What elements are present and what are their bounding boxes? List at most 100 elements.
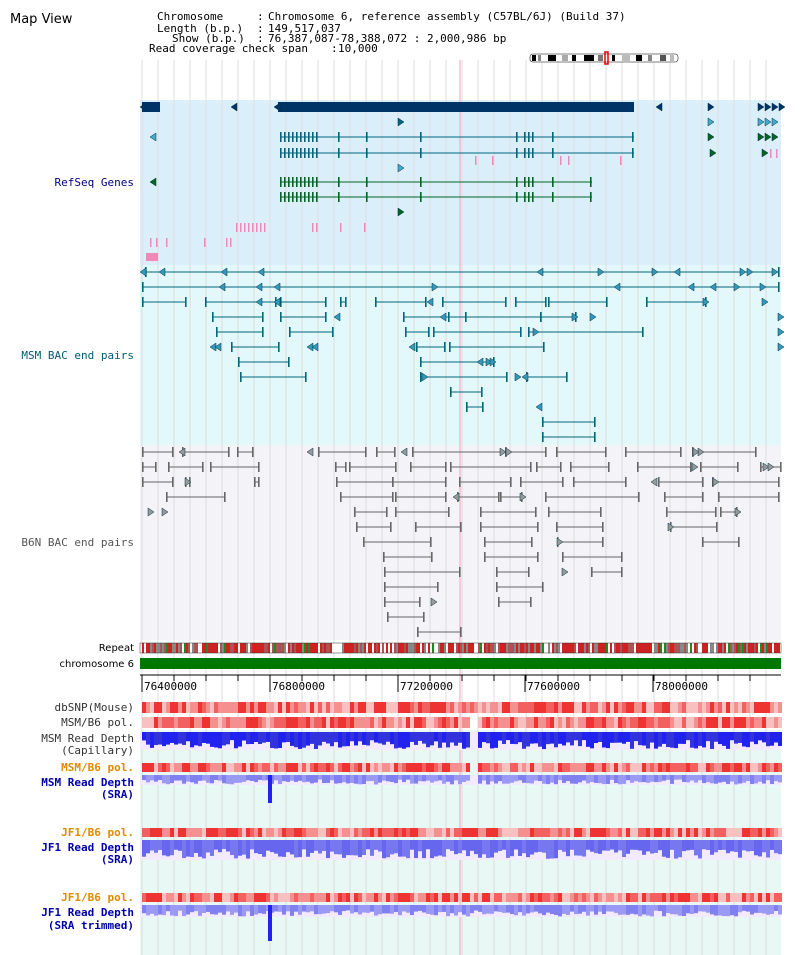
depth-bar — [694, 732, 698, 749]
heat-cell — [194, 717, 198, 728]
depth-bar — [758, 840, 762, 857]
depth-bar — [682, 905, 686, 917]
repeat-mark — [770, 643, 772, 653]
depth-bar — [682, 775, 686, 782]
heat-cell — [674, 763, 678, 772]
heat-cell — [754, 828, 758, 837]
gene-exon — [516, 132, 518, 142]
gene-exon — [142, 447, 144, 457]
heat-cell — [778, 893, 782, 902]
gene-exon — [573, 477, 575, 487]
depth-bar — [358, 840, 362, 858]
depth-bar — [414, 905, 418, 912]
depth-bar — [358, 905, 362, 915]
heat-cell — [178, 763, 182, 772]
repeat-mark — [646, 643, 648, 653]
depth-bar — [538, 775, 542, 782]
depth-bar — [622, 775, 626, 784]
repeat-mark — [326, 643, 328, 653]
feature-arrow — [709, 282, 717, 292]
heat-cell — [182, 763, 186, 772]
depth-bar — [182, 905, 186, 917]
depth-bar — [226, 775, 230, 784]
depth-bar — [542, 732, 546, 750]
repeat-mark — [614, 643, 616, 653]
gene-exon — [700, 462, 702, 472]
gene-exon — [383, 552, 385, 562]
heat-cell — [434, 828, 438, 837]
heat-cell — [622, 717, 626, 728]
heat-cell — [610, 702, 614, 713]
gene-exon — [332, 327, 334, 337]
heat-cell — [382, 702, 386, 713]
heat-cell — [622, 828, 626, 837]
heat-cell — [618, 717, 622, 728]
heat-cell — [214, 702, 218, 713]
heat-cell — [666, 763, 670, 772]
gene-exon — [536, 462, 538, 472]
heat-cell — [254, 702, 258, 713]
heat-cell — [354, 763, 358, 772]
gene-exon — [185, 297, 187, 307]
depth-bar — [682, 840, 686, 852]
repeat-mark — [174, 643, 176, 653]
repeat-mark — [636, 643, 638, 653]
depth-bar — [430, 905, 434, 915]
heat-cell — [746, 702, 750, 713]
depth-bar — [526, 905, 530, 914]
depth-bar — [430, 775, 434, 783]
heat-cell — [290, 702, 294, 713]
track-label-b6n-bac-end-pairs[interactable]: B6N BAC end pairs — [21, 536, 134, 549]
heat-cell — [546, 828, 550, 837]
heat-cell — [774, 717, 778, 728]
depth-bar — [250, 732, 254, 745]
gene-exon — [625, 477, 627, 487]
heat-cell — [322, 702, 326, 713]
depth-bar — [766, 775, 770, 781]
depth-bar — [734, 905, 738, 917]
depth-bar — [658, 840, 662, 851]
heat-cell — [170, 702, 174, 713]
gene-exon — [363, 537, 365, 547]
depth-bar — [510, 905, 514, 915]
depth-bar — [542, 775, 546, 784]
depth-bar — [314, 732, 318, 749]
depth-bar — [194, 905, 198, 912]
heat-cell — [370, 717, 374, 728]
depth-bar — [426, 775, 430, 781]
repeat-mark — [264, 643, 266, 653]
chromosome-ideogram[interactable] — [529, 51, 679, 65]
gene-exon — [545, 297, 547, 307]
gene-exon — [366, 177, 368, 187]
heat-cell — [162, 717, 166, 728]
depth-bar — [566, 840, 570, 857]
heat-cell — [338, 763, 342, 772]
heat-cell — [166, 828, 170, 837]
depth-bar — [366, 840, 370, 850]
depth-bar — [530, 905, 534, 913]
gene-exon — [602, 522, 604, 532]
depth-bar — [238, 905, 242, 917]
gene-exon — [605, 447, 607, 457]
heat-cell — [146, 717, 150, 728]
heat-cell — [614, 717, 618, 728]
heat-cell — [774, 893, 778, 902]
track-label-refseq-genes[interactable]: RefSeq Genes — [55, 176, 134, 189]
depth-bar — [270, 732, 274, 749]
heat-cell — [730, 893, 734, 902]
heat-cell — [330, 702, 334, 713]
feature-arrow — [161, 507, 169, 517]
gene-exon — [506, 372, 508, 382]
feature-arrow — [397, 207, 405, 217]
depth-bar — [214, 840, 218, 850]
heat-cell — [614, 828, 618, 837]
heat-cell — [214, 893, 218, 902]
depth-bar — [194, 732, 198, 746]
axis-tick-label: 76400000 — [144, 680, 197, 693]
repeat-mark — [692, 643, 694, 653]
heat-cell — [694, 828, 698, 837]
heat-cell — [638, 763, 642, 772]
track-label-msm-bac-end-pairs[interactable]: MSM BAC end pairs — [21, 349, 134, 362]
depth-bar — [454, 732, 458, 746]
heat-cell — [586, 717, 590, 728]
